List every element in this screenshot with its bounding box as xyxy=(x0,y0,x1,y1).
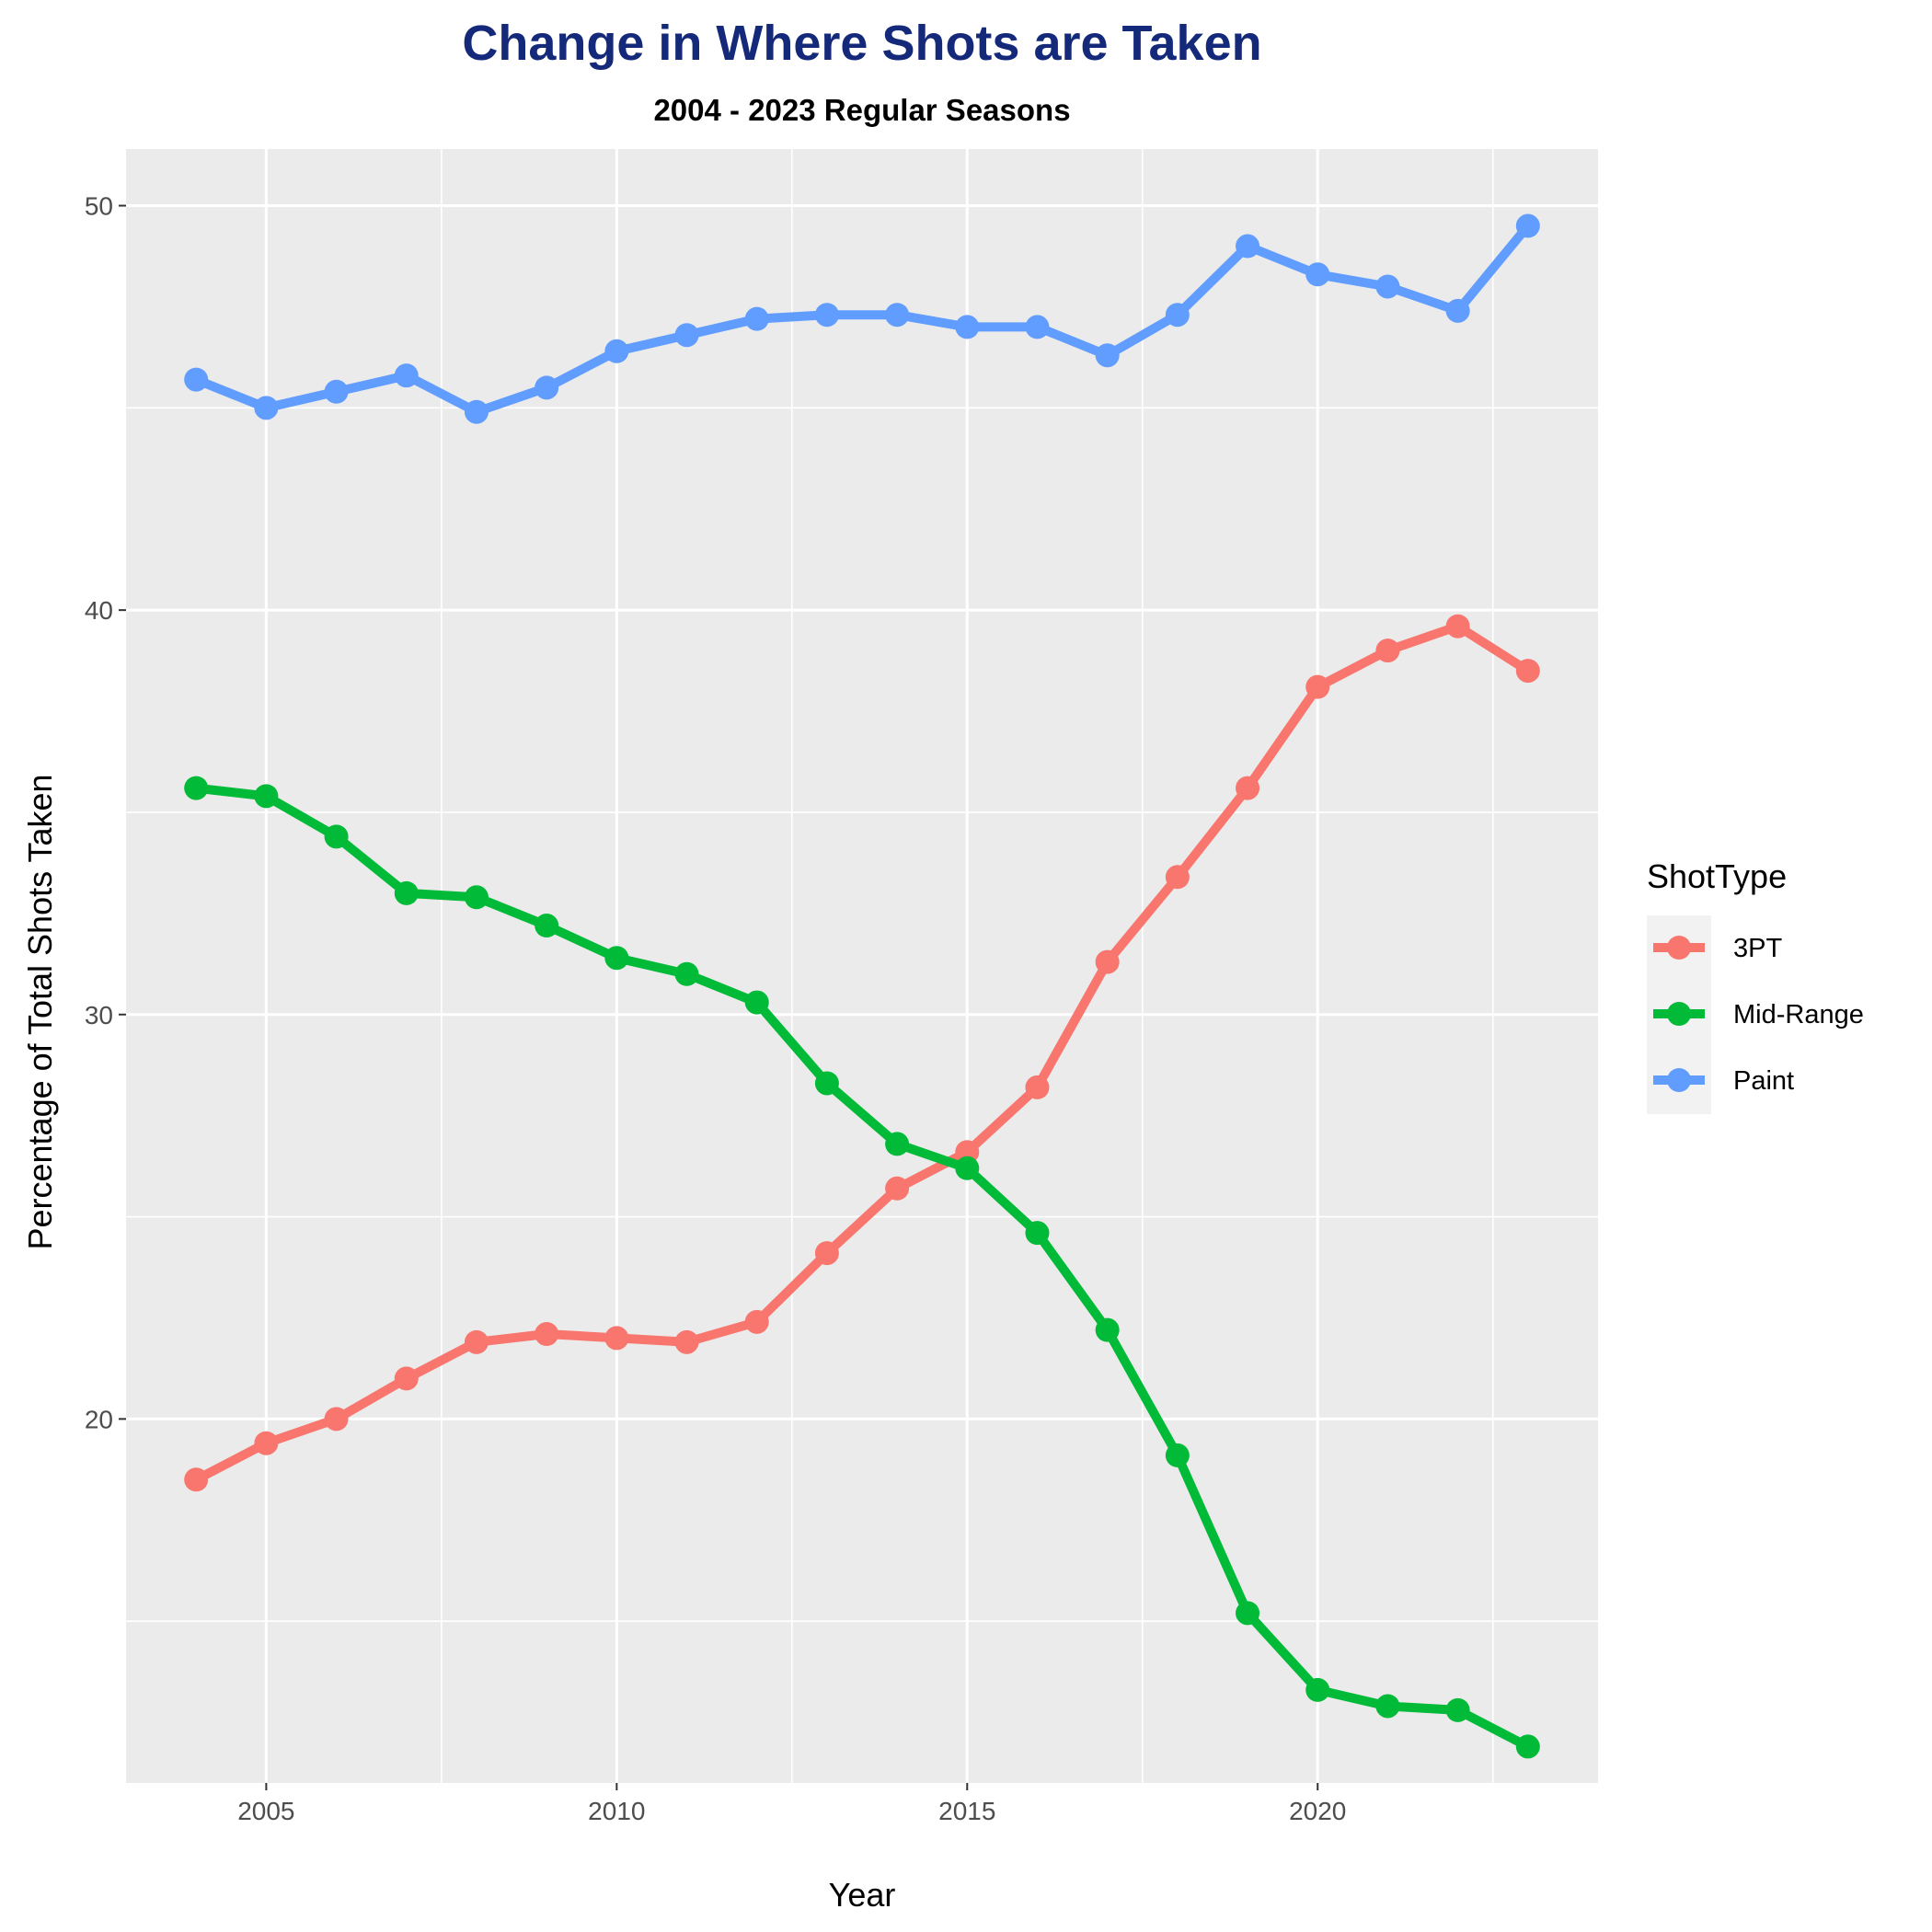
legend-label-paint: Paint xyxy=(1733,1066,1794,1096)
data-point-mid-range xyxy=(1025,1221,1050,1246)
legend-label-3pt: 3PT xyxy=(1733,934,1782,963)
data-point-mid-range xyxy=(1165,1443,1190,1467)
data-point-3pt xyxy=(1375,638,1400,663)
data-point-3pt xyxy=(535,1322,559,1347)
data-point-paint xyxy=(1025,315,1050,339)
y-axis-ticks: 20 30 40 50 xyxy=(85,192,126,1433)
data-point-paint xyxy=(1375,274,1400,299)
legend-key-point-3pt xyxy=(1667,936,1691,960)
data-point-mid-range xyxy=(1515,1734,1540,1759)
data-point-3pt xyxy=(1095,949,1120,974)
data-point-paint xyxy=(1165,303,1190,328)
data-point-3pt xyxy=(1025,1075,1050,1099)
data-point-3pt xyxy=(184,1467,209,1492)
data-point-mid-range xyxy=(744,990,769,1015)
legend-key-point-mid-range xyxy=(1667,1002,1691,1026)
data-point-mid-range xyxy=(464,885,489,910)
x-tick-label: 2020 xyxy=(1289,1797,1346,1825)
data-point-3pt xyxy=(814,1241,839,1266)
data-point-mid-range xyxy=(885,1132,910,1156)
legend-items: 3PT Mid-Range Paint xyxy=(1653,934,1864,1096)
data-point-paint xyxy=(1236,234,1260,259)
data-point-paint xyxy=(535,375,559,400)
series-line-paint xyxy=(191,221,1533,417)
data-point-mid-range xyxy=(1095,1317,1120,1342)
data-point-mid-range xyxy=(604,946,629,971)
y-tick-label: 50 xyxy=(85,192,113,221)
data-point-mid-range xyxy=(254,784,279,809)
data-point-paint xyxy=(604,339,629,363)
data-point-mid-range xyxy=(1445,1697,1470,1722)
x-tick-label: 2010 xyxy=(588,1797,645,1825)
data-point-paint xyxy=(955,315,980,339)
y-axis-title: Percentage of Total Shots Taken xyxy=(21,774,59,1249)
data-point-3pt xyxy=(1305,674,1330,699)
data-point-3pt xyxy=(744,1309,769,1334)
data-point-3pt xyxy=(254,1431,279,1455)
data-point-paint xyxy=(1305,262,1330,287)
data-point-mid-range xyxy=(955,1156,980,1180)
legend-title: ShotType xyxy=(1647,857,1787,895)
data-point-paint xyxy=(885,303,910,328)
data-point-mid-range xyxy=(814,1071,839,1096)
data-point-mid-range xyxy=(1305,1677,1330,1702)
chart-title: Change in Where Shots are Taken xyxy=(462,16,1261,71)
x-tick-label: 2015 xyxy=(938,1797,995,1825)
data-point-mid-range xyxy=(1236,1601,1260,1626)
y-tick-label: 40 xyxy=(85,596,113,625)
legend-key-point-paint xyxy=(1667,1068,1691,1092)
data-point-3pt xyxy=(324,1407,349,1432)
data-point-3pt xyxy=(1165,865,1190,890)
series-line-3pt xyxy=(191,621,1533,1485)
data-point-paint xyxy=(1095,343,1120,368)
data-point-3pt xyxy=(394,1366,419,1391)
data-point-paint xyxy=(1445,298,1470,323)
legend-label-mid-range: Mid-Range xyxy=(1733,1000,1864,1029)
x-axis-ticks: 2005 2010 2015 2020 xyxy=(237,1783,1346,1825)
x-axis-title: Year xyxy=(829,1876,896,1914)
data-point-3pt xyxy=(464,1329,489,1354)
data-point-paint xyxy=(394,363,419,388)
data-point-paint xyxy=(184,367,209,392)
x-tick-label: 2005 xyxy=(237,1797,294,1825)
data-point-paint xyxy=(1515,213,1540,238)
data-point-3pt xyxy=(1445,614,1470,638)
legend: ShotType 3PT Mid-Range Paint xyxy=(1647,857,1864,1114)
data-point-3pt xyxy=(1515,659,1540,684)
data-point-mid-range xyxy=(535,914,559,938)
data-point-paint xyxy=(464,399,489,424)
chart-subtitle: 2004 - 2023 Regular Seasons xyxy=(653,93,1070,127)
data-point-paint xyxy=(254,396,279,420)
plot-panel xyxy=(126,149,1598,1783)
data-point-3pt xyxy=(674,1329,699,1354)
y-tick-label: 20 xyxy=(85,1405,113,1433)
series-layer xyxy=(184,213,1540,1759)
data-point-mid-range xyxy=(184,776,209,800)
data-point-mid-range xyxy=(674,961,699,986)
data-point-paint xyxy=(324,379,349,404)
data-point-mid-range xyxy=(324,824,349,849)
data-point-mid-range xyxy=(1375,1694,1400,1719)
data-point-paint xyxy=(674,323,699,348)
data-point-paint xyxy=(814,303,839,328)
data-point-3pt xyxy=(885,1176,910,1201)
data-point-3pt xyxy=(604,1326,629,1351)
data-point-paint xyxy=(744,306,769,331)
data-point-mid-range xyxy=(394,880,419,905)
data-point-3pt xyxy=(1236,776,1260,800)
y-tick-label: 30 xyxy=(85,1001,113,1029)
